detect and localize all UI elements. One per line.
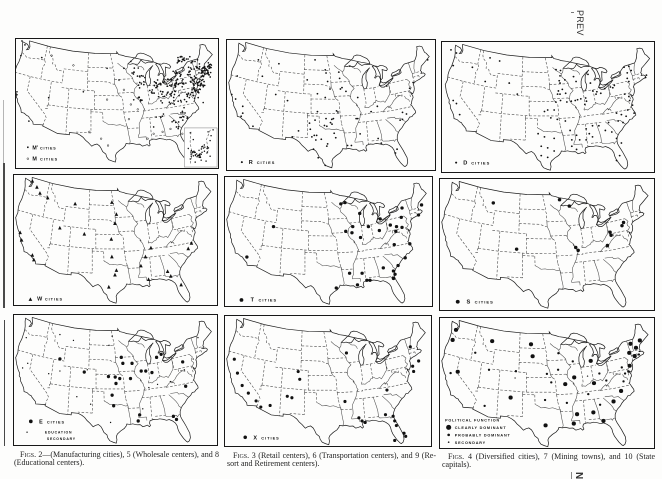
svg-text:CITIES: CITIES (47, 419, 65, 424)
svg-text:E: E (39, 419, 43, 425)
svg-text:CITIES: CITIES (471, 161, 490, 166)
svg-text:W: W (37, 297, 43, 303)
svg-text:M: M (32, 156, 37, 162)
svg-text:R: R (248, 160, 252, 166)
svg-text:EDUCATION: EDUCATION (45, 430, 72, 434)
svg-text:SECONDARY: SECONDARY (47, 437, 76, 441)
svg-text:CITIES: CITIES (261, 435, 279, 440)
svg-text:T: T (251, 298, 255, 304)
svg-text:CITIES: CITIES (256, 160, 275, 165)
svg-text:SECONDARY: SECONDARY (455, 440, 486, 444)
svg-text:PROBABLY DOMINANT: PROBABLY DOMINANT (455, 433, 511, 437)
svg-text:M′: M′ (32, 145, 38, 151)
svg-text:S: S (466, 300, 470, 306)
svg-text:D: D (463, 161, 467, 167)
svg-text:POLITICAL FUNCTION: POLITICAL FUNCTION (445, 418, 500, 422)
svg-text:CITIES: CITIES (40, 146, 56, 150)
svg-text:CITIES: CITIES (40, 156, 58, 161)
svg-text:CITIES: CITIES (259, 298, 278, 303)
svg-text:CITIES: CITIES (45, 297, 63, 302)
svg-text:X: X (253, 435, 257, 441)
svg-text:CITIES: CITIES (475, 300, 494, 305)
svg-text:CLEARLY DOMINANT: CLEARLY DOMINANT (455, 426, 507, 430)
